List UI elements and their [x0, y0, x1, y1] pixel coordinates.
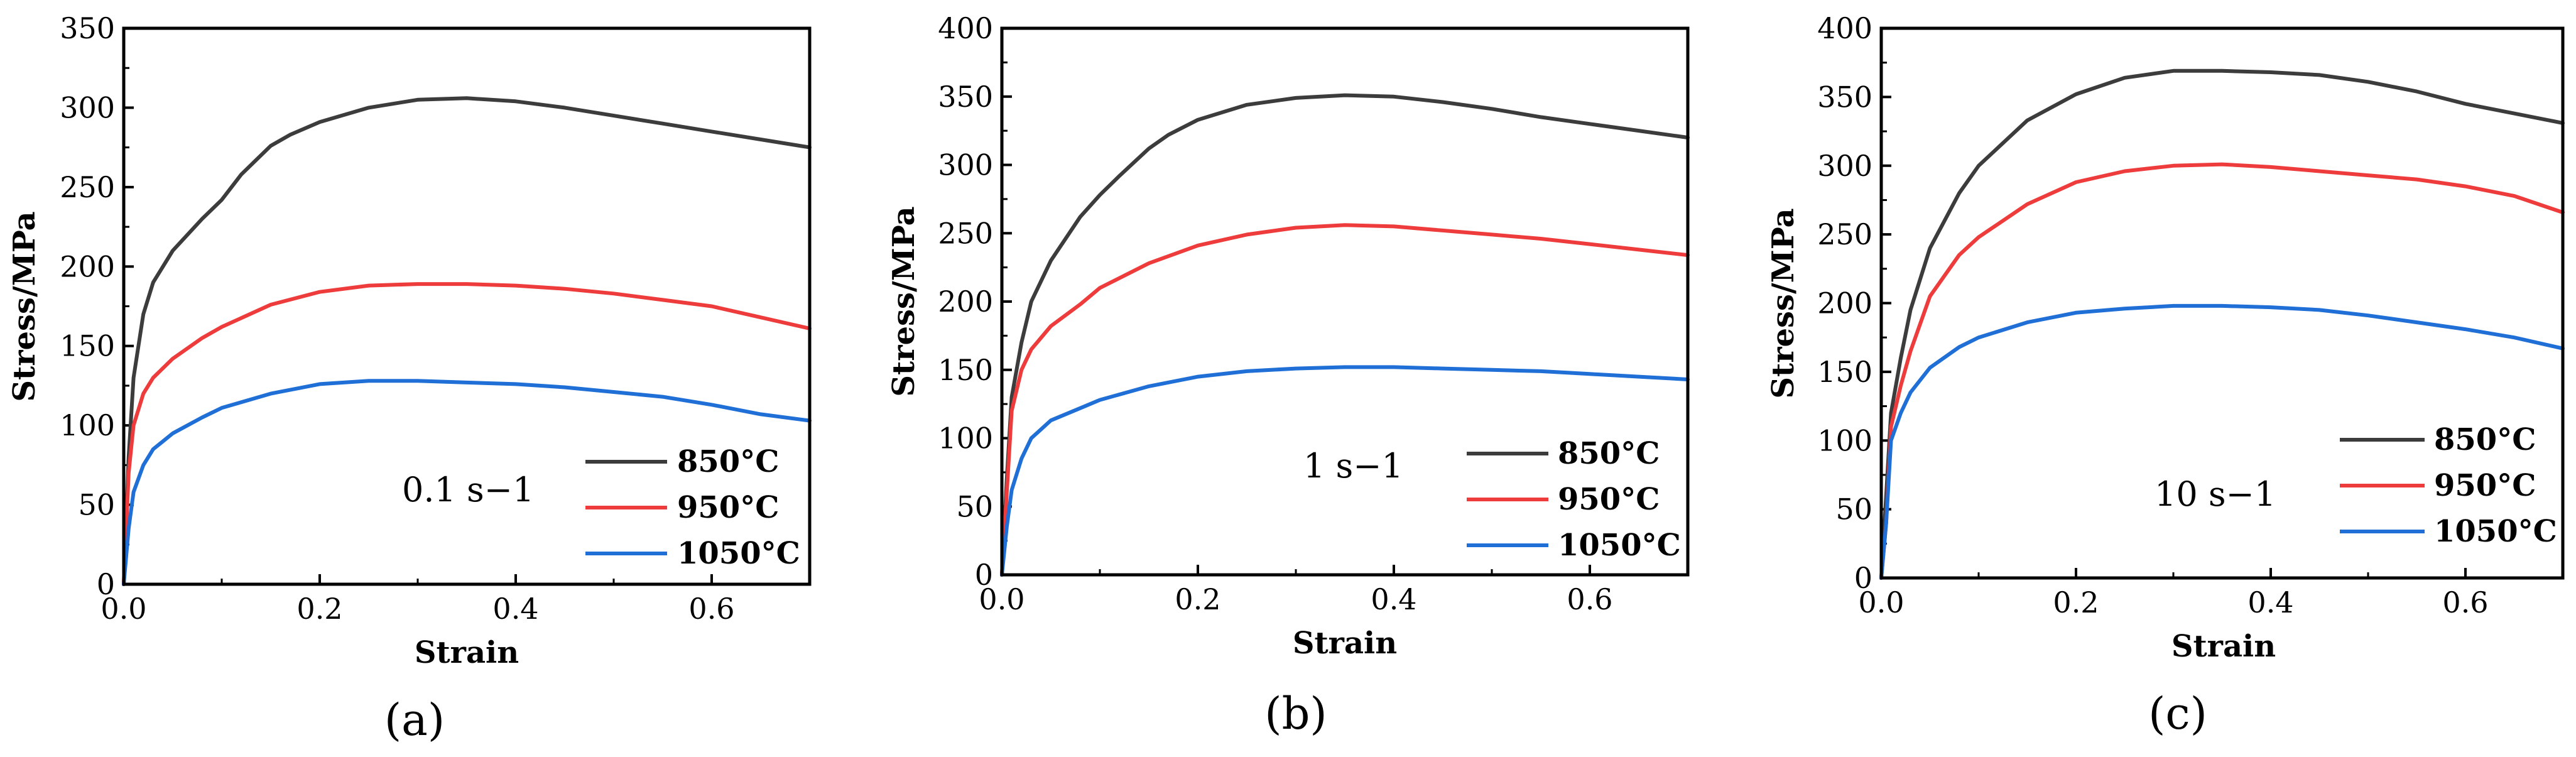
xtick-label: 0.4 — [492, 592, 538, 626]
series-line-850 — [1000, 93, 1690, 577]
panel-b-legend: 850°C 950°C 1050°C — [1467, 436, 1681, 563]
panel-b-xlabel: Strain — [1293, 626, 1397, 661]
xtick-label: 0.2 — [296, 592, 342, 626]
xtick-label: 0.0 — [101, 592, 146, 626]
ytick-label: 50 — [1835, 493, 1872, 526]
legend-text-850: 850°C — [677, 444, 779, 479]
ytick-label: 350 — [1817, 80, 1872, 114]
panel-a-plot-area: 0 50 100 150 200 250 300 350 0.0 0.2 0.4 0.6 — [60, 11, 812, 626]
panel-b: 0 50 100 150 200 250 300 350 400 0.0 0.2 0.4 0.6 Str… — [886, 11, 1690, 739]
xtick-label: 0.0 — [1858, 585, 1904, 619]
panel-b-rate-label: 1 s−1 — [1303, 446, 1403, 486]
panel-c-label: (c) — [2148, 688, 2207, 739]
ytick-label: 150 — [1817, 355, 1872, 389]
series-line-1050 — [1000, 365, 1690, 577]
legend-text-950: 950°C — [1558, 482, 1660, 517]
legend-text-950: 950°C — [2434, 468, 2536, 503]
panel-c-ylabel: Stress/MPa — [1766, 208, 1801, 398]
ytick-label: 150 — [60, 329, 115, 363]
legend-text-850: 850°C — [2434, 422, 2536, 457]
ytick-label: 350 — [60, 11, 115, 45]
ytick-label: 200 — [60, 249, 115, 283]
legend-text-1050: 1050°C — [1558, 528, 1681, 563]
ytick-label: 300 — [1817, 149, 1872, 183]
series-line-1050 — [1879, 303, 2565, 580]
series-line-950 — [122, 282, 812, 586]
series-line-950 — [1000, 223, 1690, 577]
xtick-label: 0.6 — [2442, 585, 2488, 619]
panel-c-legend: 850°C 950°C 1050°C — [2340, 422, 2557, 549]
panel-c-rate-label: 10 s−1 — [2155, 474, 2276, 514]
ytick-label: 50 — [956, 489, 993, 523]
legend-text-950: 950°C — [677, 490, 779, 525]
panel-a-frame — [122, 26, 812, 586]
ytick-label: 400 — [1817, 11, 1872, 45]
panel-a-rate-label: 0.1 s−1 — [402, 470, 534, 509]
ytick-label: 0 — [975, 558, 993, 592]
ytick-label: 100 — [938, 422, 993, 455]
ytick-label: 50 — [78, 488, 115, 522]
ytick-label: 0 — [97, 567, 115, 601]
xtick-label: 0.4 — [2247, 585, 2293, 619]
xtick-label: 0.6 — [1567, 582, 1612, 616]
panel-b-plot-area: 0 50 100 150 200 250 300 350 400 0.0 0.2 0.4 0.6 — [938, 11, 1690, 616]
panel-a-label: (a) — [384, 694, 445, 746]
ytick-label: 150 — [938, 353, 993, 387]
xtick-label: 0.6 — [688, 592, 734, 626]
panel-b-ylabel: Stress/MPa — [886, 206, 921, 396]
ytick-label: 0 — [1854, 561, 1872, 595]
series-line-950 — [1879, 162, 2565, 580]
xtick-label: 0.4 — [1371, 582, 1416, 616]
xtick-label: 0.2 — [2053, 585, 2099, 619]
ytick-label: 100 — [1817, 423, 1872, 457]
legend-text-1050: 1050°C — [677, 536, 800, 571]
xtick-label: 0.2 — [1175, 582, 1220, 616]
panel-a: 0 50 100 150 200 250 300 350 0.0 0.2 0.4 0.6 Stress… — [7, 11, 812, 746]
panel-b-label: (b) — [1264, 688, 1327, 739]
ytick-label: 200 — [1817, 286, 1872, 320]
ytick-label: 400 — [938, 11, 993, 45]
series-line-1050 — [122, 379, 812, 586]
legend-text-850: 850°C — [1558, 436, 1660, 471]
panel-c-frame — [1879, 26, 2565, 580]
panel-c-xlabel: Strain — [2171, 629, 2276, 664]
panel-c: 0 50 100 150 200 250 300 350 400 0.0 0.2 0.4 0.6 Str… — [1766, 11, 2565, 739]
panel-a-legend: 850°C 950°C 1050°C — [585, 444, 800, 571]
ytick-label: 300 — [60, 90, 115, 124]
series-line-850 — [122, 96, 812, 586]
ytick-label: 350 — [938, 80, 993, 114]
ytick-label: 200 — [938, 285, 993, 319]
xtick-label: 0.0 — [979, 582, 1024, 616]
ytick-label: 250 — [1817, 217, 1872, 251]
panel-a-ylabel: Stress/MPa — [7, 211, 42, 401]
panel-a-xlabel: Strain — [415, 635, 519, 670]
legend-text-1050: 1050°C — [2434, 514, 2557, 549]
ytick-label: 250 — [60, 170, 115, 204]
ytick-label: 100 — [60, 408, 115, 442]
panel-c-plot-area: 0 50 100 150 200 250 300 350 400 0.0 0.2 0.4 0.6 — [1817, 11, 2565, 619]
ytick-label: 300 — [938, 148, 993, 182]
series-line-850 — [1879, 68, 2565, 580]
ytick-label: 250 — [938, 216, 993, 250]
panel-b-frame — [1000, 26, 1690, 577]
